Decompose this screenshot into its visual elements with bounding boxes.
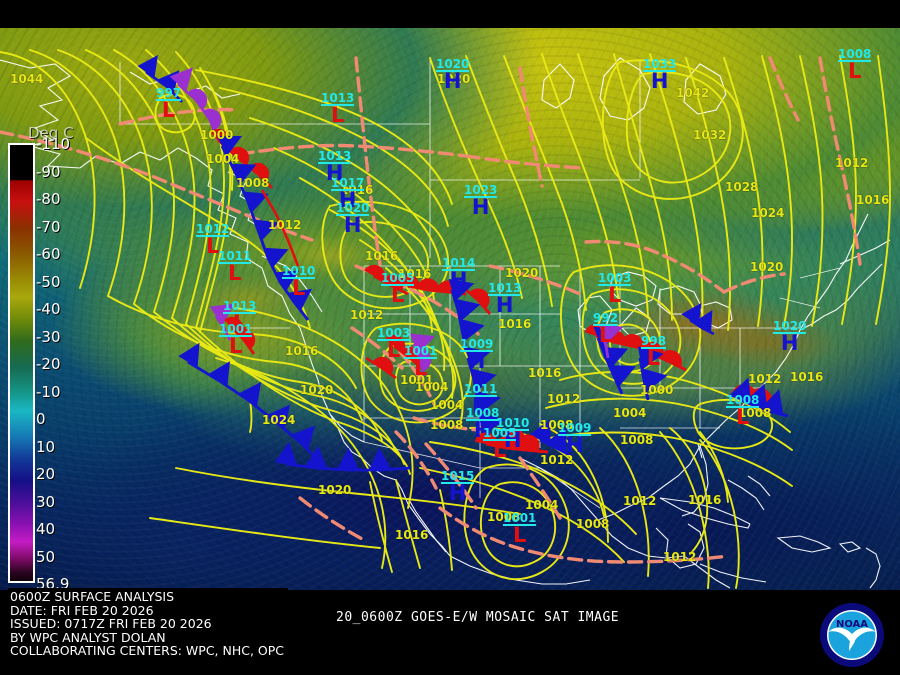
colorbar-tick-label: -110 [36,135,71,153]
colorbar-title: Deg C [28,124,74,142]
noaa-logo: NOAA [820,603,884,667]
colorbar-tick-label: -90 [36,162,61,181]
colorbar-tick-label: -20 [36,355,61,373]
satellite-imagery: 1044 1000 1004 1008 1012 1016 1016 1012 1016 1020… [0,28,900,590]
colorbar-tick-label: 10 [36,437,56,456]
colorbar-tick-label: -70 [36,217,61,236]
colorbar-tick-label: 20 [36,465,56,483]
product-info-block: 0600Z SURFACE ANALYSIS DATE: FRI FEB 20 … [8,588,289,660]
satellite-caption: 20_0600Z GOES-E/W MOSAIC SAT IMAGE [336,610,620,625]
colorbar-tick-label: 30 [36,492,56,511]
colorbar-tick-label: -10 [36,382,61,401]
product-date: DATE: FRI FEB 20 2026 [10,602,154,618]
colorbar-tick-label: 56.9 [36,575,70,590]
product-issued: ISSUED: 0717Z FRI FEB 20 2026 [10,616,212,631]
colorbar-tick-label: 0 [36,410,46,428]
colorbar-tick-label: 50 [36,547,56,566]
colorbar-tick-layer: -110 -90 -80 -70 -60 -50 -40 -30 -20 -10 0 10 20 30 40… [36,132,88,590]
product-analyst: BY WPC ANALYST DOLAN [10,629,166,645]
noaa-logo-text: NOAA [836,619,868,630]
colorbar-tick-label: -60 [36,245,61,263]
colorbar-tick-label: -80 [36,190,61,208]
product-centers: COLLABORATING CENTERS: WPC, NHC, OPC [10,643,285,658]
top-letterbox [0,0,900,28]
front-overlay [137,54,789,472]
colorbar-tick-label: -30 [36,327,61,346]
product-title: 0600Z SURFACE ANALYSIS [10,589,175,604]
colorbar-tick-label: 40 [36,520,56,538]
colorbar-tick-label: -50 [36,272,61,291]
temperature-colorbar [8,143,35,583]
colorbar-tick-label: -40 [36,300,61,318]
